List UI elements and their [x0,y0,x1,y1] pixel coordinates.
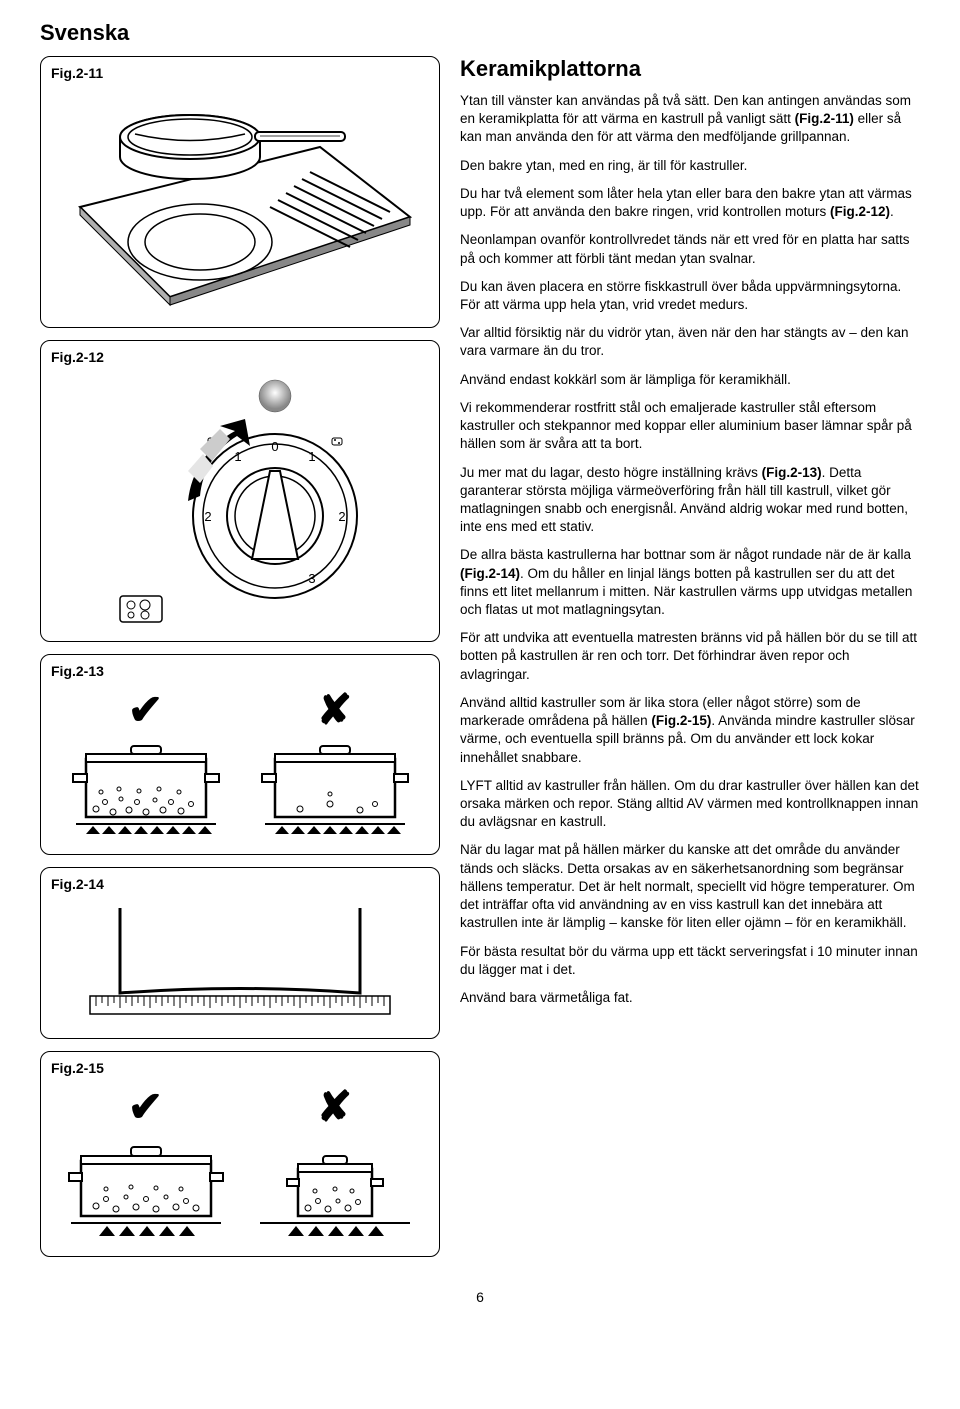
svg-text:1: 1 [234,449,241,464]
paragraph: När du lagar mat på hällen märker du kan… [460,841,920,932]
small-pot-illustration [250,1131,420,1246]
figure-2-11: Fig.2-11 [40,56,440,328]
paragraph: Du kan även placera en större fiskkastru… [460,278,920,314]
fig-label: Fig.2-15 [51,1060,429,1076]
large-pot-illustration [61,1131,231,1246]
svg-text:3: 3 [308,571,315,586]
paragraph: Ytan till vänster kan användas på två sä… [460,92,920,147]
page-number: 6 [40,1289,920,1305]
fig-label: Fig.2-11 [51,65,429,81]
fig-label: Fig.2-14 [51,876,429,892]
paragraph: Du har två element som låter hela ytan e… [460,185,920,221]
paragraph: Använd endast kokkärl som är lämpliga fö… [460,371,920,389]
figure-2-15: Fig.2-15 ✔ [40,1051,440,1257]
text-column: Keramikplattorna Ytan till vänster kan a… [460,56,920,1269]
paragraph: De allra bästa kastrullerna har bottnar … [460,546,920,619]
pot-full-illustration [61,734,231,844]
fig-label: Fig.2-13 [51,663,429,679]
figures-column: Fig.2-11 [40,56,440,1269]
paragraph: Neonlampan ovanför kontrollvredet tänds … [460,231,920,267]
check-icon: ✔ [128,1082,163,1131]
page-header: Svenska [40,20,920,46]
figure-2-12: Fig.2-12 0 1 [40,340,440,642]
cross-icon: ✘ [317,685,352,734]
paragraph: För bästa resultat bör du värma upp ett … [460,943,920,979]
svg-text:1: 1 [308,449,315,464]
cooktop-pot-illustration [60,87,420,317]
check-icon: ✔ [128,685,163,734]
figure-2-14: Fig.2-14 [40,867,440,1039]
pan-bottom-ruler-illustration [60,898,420,1028]
paragraph: LYFT alltid av kastruller från hällen. O… [460,777,920,832]
main-layout: Fig.2-11 [40,56,920,1269]
pot-few-illustration [250,734,420,844]
fig-label: Fig.2-12 [51,349,429,365]
paragraph: Vi rekommenderar rostfritt stål och emal… [460,399,920,454]
cross-icon: ✘ [317,1082,352,1131]
svg-text:0: 0 [271,439,278,454]
figure-2-13: Fig.2-13 ✔ [40,654,440,855]
svg-text:2: 2 [204,509,211,524]
paragraph: Den bakre ytan, med en ring, är till för… [460,157,920,175]
section-title: Keramikplattorna [460,56,920,82]
paragraph: Ju mer mat du lagar, desto högre inställ… [460,464,920,537]
control-knob-illustration: 0 1 1 2 2 3 [80,371,400,631]
paragraph: För att undvika att eventuella matresten… [460,629,920,684]
paragraph: Använd alltid kastruller som är lika sto… [460,694,920,767]
svg-text:2: 2 [338,509,345,524]
paragraph: Var alltid försiktig när du vidrör ytan,… [460,324,920,360]
paragraph: Använd bara värmetåliga fat. [460,989,920,1007]
